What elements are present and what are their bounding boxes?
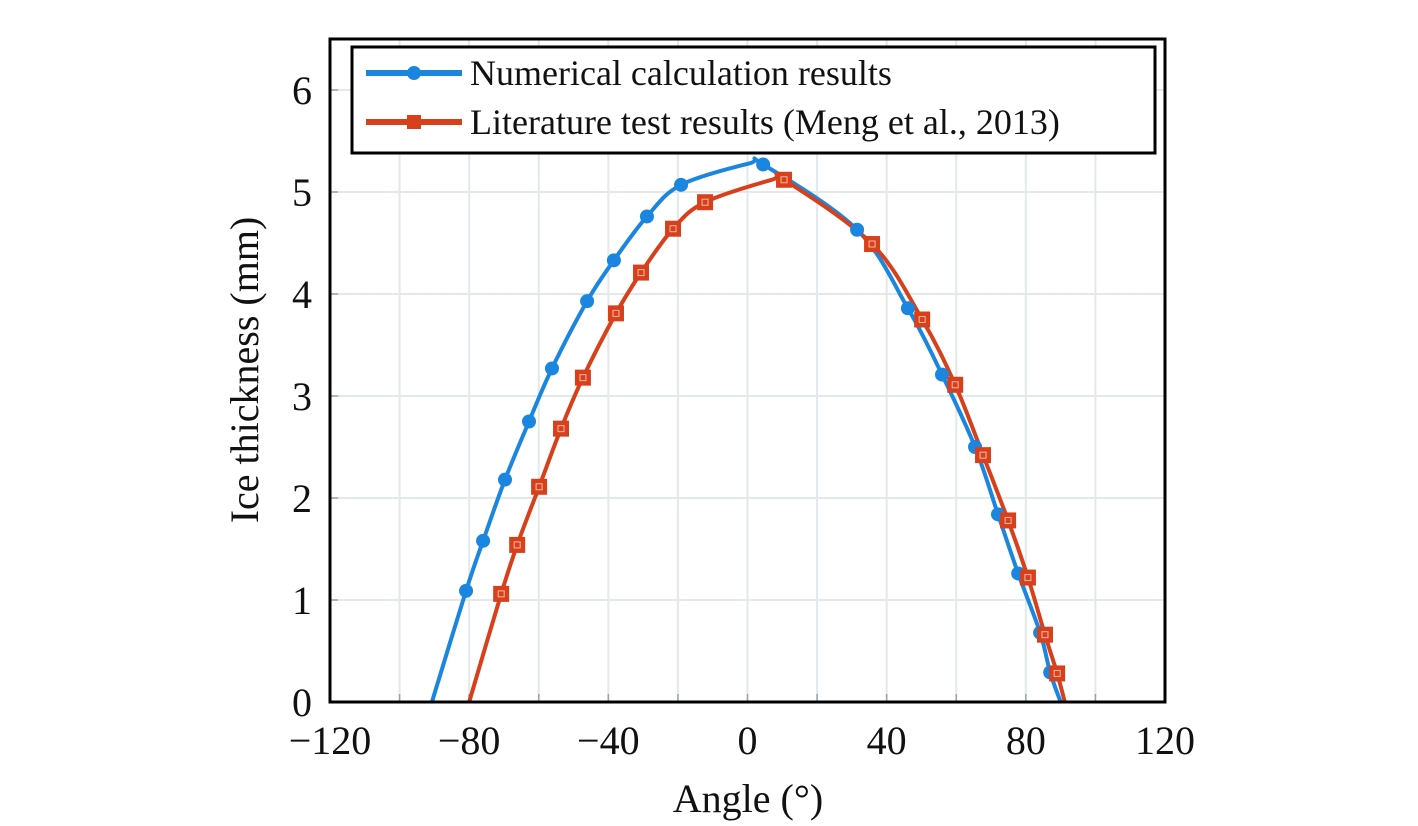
square-marker-inner	[669, 225, 677, 233]
square-marker	[776, 171, 793, 188]
square-marker-inner	[1041, 631, 1049, 639]
square-marker-inner	[497, 590, 505, 598]
x-axis-ticks: −120 −80 −40 0 40 80 120	[289, 718, 1195, 763]
data-point-literature	[574, 369, 591, 386]
data-point-numerical	[476, 533, 491, 548]
legend-entry-numerical: Numerical calculation results	[366, 53, 892, 93]
data-point-numerical	[900, 301, 915, 316]
data-point-literature	[553, 420, 570, 437]
square-marker	[975, 447, 992, 464]
legend: Numerical calculation results Literature…	[350, 45, 1157, 155]
data-point-numerical	[498, 472, 513, 487]
plot-frame	[328, 37, 1167, 704]
square-marker-inner	[612, 309, 620, 317]
x-tick-label: −40	[577, 718, 640, 763]
data-point-numerical	[580, 294, 595, 309]
square-marker	[665, 220, 682, 237]
square-marker-inner	[513, 541, 521, 549]
x-tick-label: 0	[738, 718, 758, 763]
y-tick-label: 4	[292, 272, 312, 317]
square-marker	[574, 369, 591, 386]
x-tick-label: −80	[438, 718, 501, 763]
legend-marker-circle	[407, 66, 421, 80]
data-point-literature	[864, 236, 881, 253]
legend-label-literature: Literature test results (Meng et al., 20…	[470, 102, 1060, 142]
data-point-literature	[947, 376, 964, 393]
data-point-literature	[914, 311, 931, 328]
square-marker	[1000, 512, 1017, 529]
square-marker-inner	[557, 425, 565, 433]
data-point-literature	[1019, 569, 1036, 586]
square-marker-inner	[780, 176, 788, 184]
data-point-literature	[509, 536, 526, 553]
data-point-literature	[531, 478, 548, 495]
data-point-literature	[1036, 626, 1053, 643]
x-tick-label: 40	[867, 718, 907, 763]
data-point-numerical	[850, 222, 865, 237]
square-marker-inner	[951, 381, 959, 389]
x-tick-label: 80	[1006, 718, 1046, 763]
series-line-numerical	[430, 156, 1063, 703]
square-marker	[864, 236, 881, 253]
square-marker	[509, 536, 526, 553]
data-point-literature	[1000, 512, 1017, 529]
y-tick-label: 2	[292, 476, 312, 521]
square-marker	[947, 376, 964, 393]
data-point-numerical	[606, 253, 621, 268]
data-point-literature	[975, 447, 992, 464]
data-point-numerical	[756, 157, 771, 172]
data-point-numerical	[639, 209, 654, 224]
data-point-literature	[607, 305, 624, 322]
series-line-literature	[467, 172, 1067, 703]
y-tick-label: 0	[292, 680, 312, 725]
y-tick-label: 5	[292, 170, 312, 215]
square-marker	[697, 194, 714, 211]
series-markers	[459, 157, 1066, 682]
square-marker	[607, 305, 624, 322]
data-point-numerical	[674, 177, 689, 192]
square-marker	[1019, 569, 1036, 586]
square-marker	[914, 311, 931, 328]
data-point-numerical	[544, 361, 559, 376]
square-marker-inner	[868, 240, 876, 248]
square-marker	[1049, 665, 1066, 682]
square-marker-inner	[1004, 516, 1012, 524]
legend-entry-literature: Literature test results (Meng et al., 20…	[366, 102, 1060, 142]
square-marker	[493, 585, 510, 602]
x-tick-label: 120	[1135, 718, 1195, 763]
x-tick-label: −120	[289, 718, 372, 763]
data-point-numerical	[459, 583, 474, 598]
square-marker-inner	[701, 198, 709, 206]
legend-marker-square	[407, 115, 421, 129]
data-point-literature	[633, 264, 650, 281]
data-point-numerical	[522, 414, 537, 429]
square-marker	[633, 264, 650, 281]
data-point-numerical	[934, 367, 949, 382]
square-marker-inner	[1053, 669, 1061, 677]
legend-box	[350, 45, 1157, 155]
square-marker-inner	[979, 451, 987, 459]
square-marker-inner	[535, 483, 543, 491]
y-tick-label: 6	[292, 68, 312, 113]
square-marker-inner	[1024, 574, 1032, 582]
square-marker-inner	[637, 269, 645, 277]
data-point-literature	[665, 220, 682, 237]
y-tick-label: 1	[292, 578, 312, 623]
data-point-literature	[493, 585, 510, 602]
data-point-literature	[776, 171, 793, 188]
square-marker	[531, 478, 548, 495]
data-point-literature	[1049, 665, 1066, 682]
square-marker	[1036, 626, 1053, 643]
y-axis-title: Ice thickness (mm)	[222, 217, 267, 524]
data-point-literature	[697, 194, 714, 211]
square-marker	[553, 420, 570, 437]
square-marker-inner	[579, 374, 587, 382]
square-marker-inner	[918, 316, 926, 323]
y-tick-label: 3	[292, 374, 312, 419]
x-axis-title: Angle (°)	[673, 776, 823, 821]
legend-label-numerical: Numerical calculation results	[470, 53, 892, 93]
y-axis-ticks: 0 1 2 3 4 5 6	[292, 68, 312, 725]
